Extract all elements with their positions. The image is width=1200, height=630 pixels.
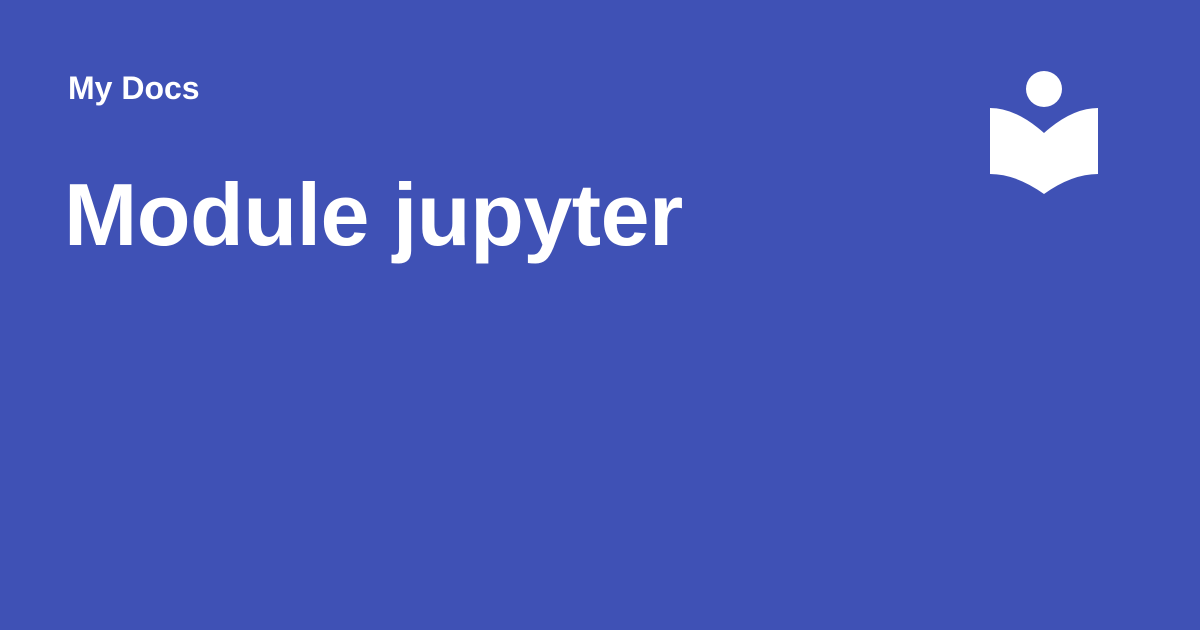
reader-book-icon <box>988 70 1100 198</box>
page-title: Module jupyter <box>64 165 683 264</box>
site-name: My Docs <box>68 70 200 106</box>
